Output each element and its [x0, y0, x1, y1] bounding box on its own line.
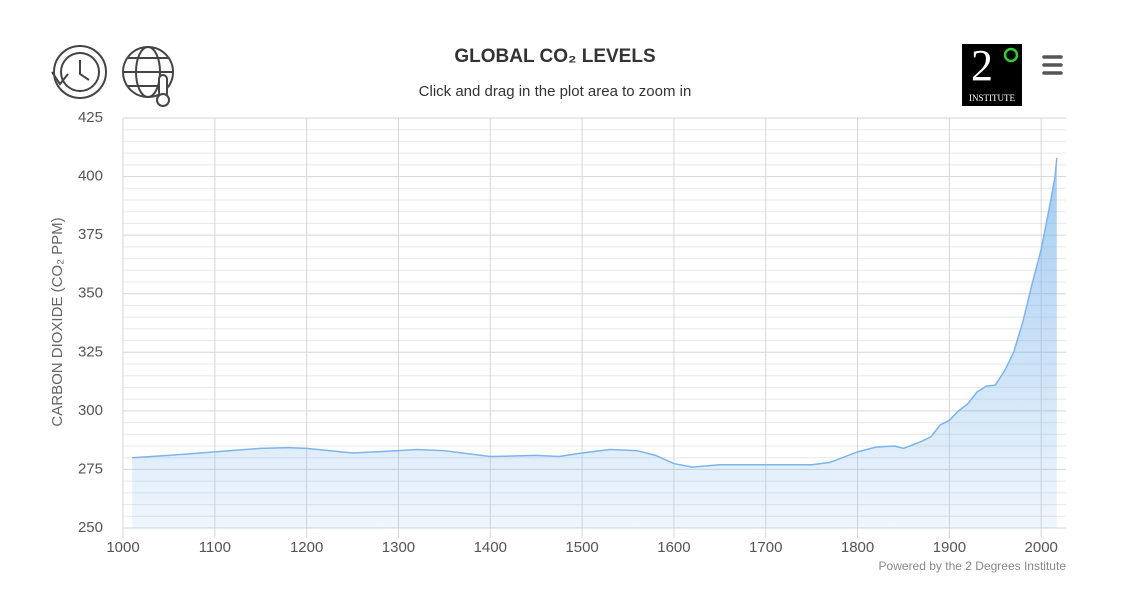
x-tick-label: 1600 — [657, 539, 690, 556]
x-tick-label: 2000 — [1025, 539, 1058, 556]
y-tick-label: 400 — [78, 168, 103, 185]
y-axis-label: CARBON DIOXIDE (CO₂ PPM) — [49, 217, 66, 426]
x-tick-label: 1000 — [106, 539, 139, 556]
logo-degree — [1003, 47, 1019, 63]
logo: 2 INSTITUTE — [962, 41, 1022, 106]
x-tick-label: 1500 — [565, 539, 598, 556]
y-tick-label: 375 — [78, 226, 103, 243]
area-line — [132, 157, 1058, 468]
chart-subtitle: Click and drag in the plot area to zoom … — [419, 83, 692, 100]
x-tick-label: 1100 — [199, 539, 231, 556]
y-tick-label: 325 — [78, 343, 103, 360]
chart-title: GLOBAL CO₂ LEVELS — [454, 46, 655, 67]
y-tick-label: 275 — [78, 460, 103, 477]
y-tick-label: 250 — [78, 519, 103, 536]
area-fill — [132, 157, 1057, 529]
x-tick-label: 1800 — [841, 539, 874, 556]
x-tick-label: 1200 — [290, 539, 323, 556]
logo-box — [962, 44, 1022, 106]
y-tick-label: 425 — [78, 109, 103, 126]
y-tick-label: 300 — [78, 402, 103, 419]
credit[interactable]: Powered by the 2 Degrees Institute — [879, 559, 1067, 573]
x-tick-label: 1300 — [382, 539, 415, 556]
y-tick-label: 350 — [78, 285, 103, 302]
x-tick-label: 1400 — [474, 539, 507, 556]
menu-button[interactable] — [1042, 55, 1063, 75]
x-tick-label: 1900 — [933, 539, 966, 556]
globe-icon[interactable] — [122, 46, 174, 107]
history-icon[interactable] — [51, 45, 107, 99]
logo-text: INSTITUTE — [969, 93, 1015, 103]
x-tick-label: 1700 — [749, 539, 782, 556]
logo-numeral: 2 — [971, 41, 993, 90]
